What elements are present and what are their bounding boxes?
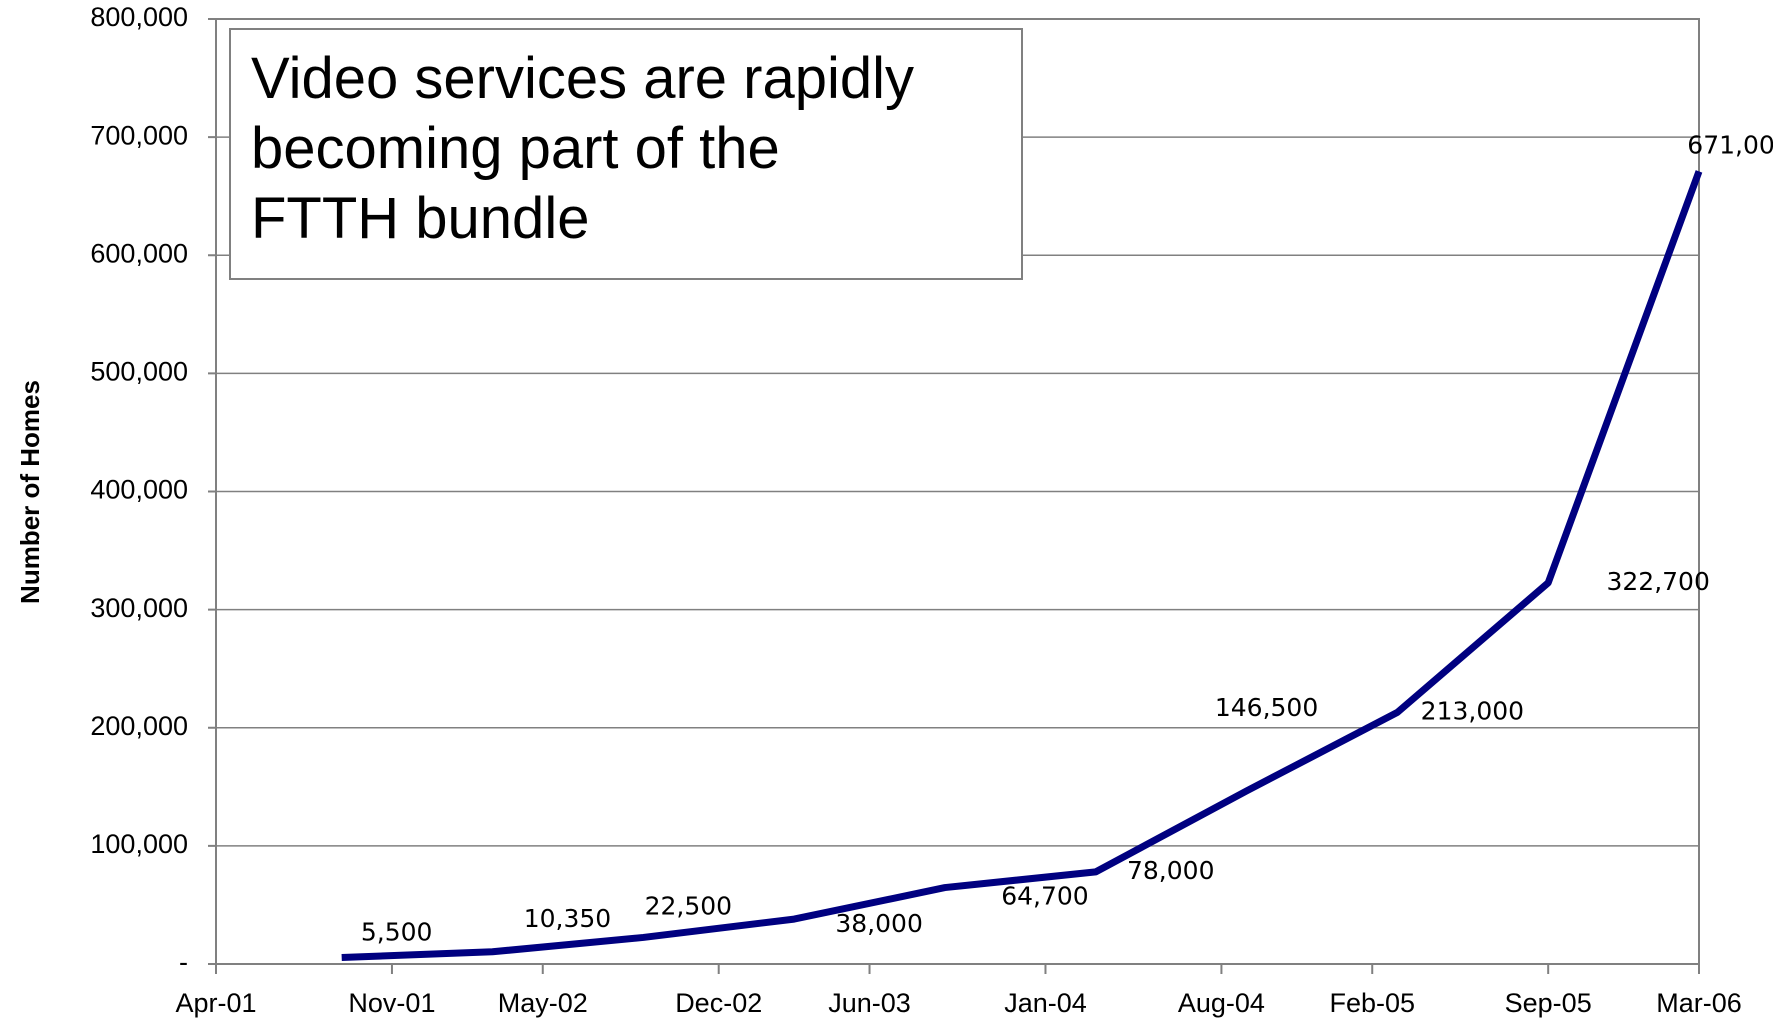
data-label: 64,700 xyxy=(1001,882,1088,911)
x-tick-label: Apr-01 xyxy=(175,988,256,1018)
y-tick-label: 800,000 xyxy=(90,2,188,32)
x-tick-label: Sep-05 xyxy=(1505,988,1592,1018)
y-tick-label: 700,000 xyxy=(90,120,188,150)
y-tick-label: - xyxy=(179,947,188,977)
data-label: 10,350 xyxy=(524,904,611,933)
x-tick-label: May-02 xyxy=(498,988,588,1018)
data-label: 22,500 xyxy=(645,891,732,920)
y-tick-label: 100,000 xyxy=(90,829,188,859)
y-tick-label: 500,000 xyxy=(90,357,188,387)
data-label: 322,700 xyxy=(1606,567,1709,596)
annotation-line: Video services are rapidly xyxy=(251,46,915,111)
x-tick-label: Mar-06 xyxy=(1656,988,1742,1018)
annotation-line: becoming part of the xyxy=(251,116,780,181)
data-label: 671,000 xyxy=(1687,130,1773,159)
x-tick-label: Feb-05 xyxy=(1329,988,1415,1018)
annotation-box: Video services are rapidly becoming part… xyxy=(229,28,1023,280)
x-tick-label: Jun-03 xyxy=(828,988,911,1018)
data-label: 38,000 xyxy=(835,909,922,938)
x-tick-label: Aug-04 xyxy=(1178,988,1265,1018)
annotation-line: FTTH bundle xyxy=(251,186,590,251)
x-tick-label: Dec-02 xyxy=(675,988,762,1018)
x-tick-label: Jan-04 xyxy=(1004,988,1087,1018)
data-label: 78,000 xyxy=(1127,856,1214,885)
y-tick-label: 200,000 xyxy=(90,711,188,741)
y-axis-title: Number of Homes xyxy=(15,380,45,604)
data-label: 146,500 xyxy=(1215,693,1318,722)
data-label: 5,500 xyxy=(361,918,433,947)
y-tick-label: 300,000 xyxy=(90,593,188,623)
y-tick-label: 400,000 xyxy=(90,475,188,505)
data-label: 213,000 xyxy=(1421,696,1524,725)
y-tick-label: 600,000 xyxy=(90,238,188,268)
x-tick-label: Nov-01 xyxy=(348,988,435,1018)
series-line xyxy=(341,170,1703,962)
